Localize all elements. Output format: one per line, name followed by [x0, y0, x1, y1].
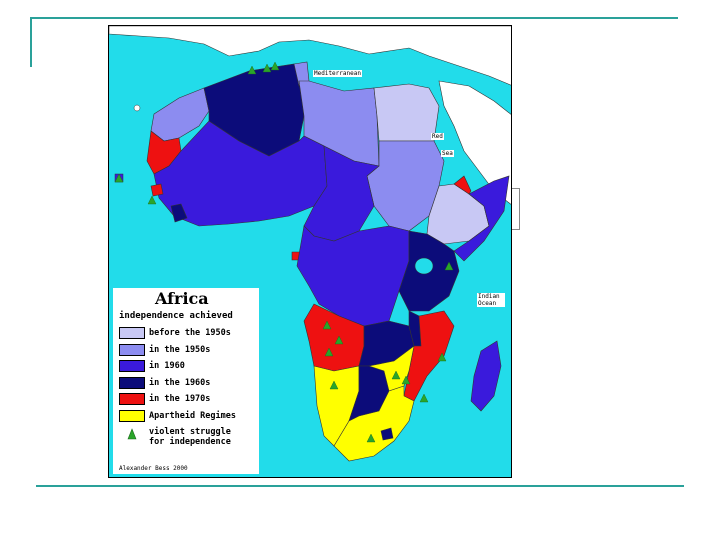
- legend-label: in 1960: [149, 361, 185, 372]
- slide-frame-top: [30, 17, 678, 19]
- legend-subtitle: independence achieved: [119, 311, 233, 321]
- struggle-marker-angola-2: [334, 335, 344, 345]
- struggle-marker-angola-3: [324, 347, 334, 357]
- legend-swatch: [119, 376, 145, 389]
- canary-islands: [133, 104, 141, 112]
- legend-label: before the 1950s: [149, 328, 231, 339]
- south-africa: [333, 385, 415, 462]
- struggle-marker-south-africa: [366, 433, 376, 443]
- europe-land: [109, 26, 511, 86]
- label-red-sea-1: Red: [431, 133, 444, 140]
- legend-item-1960s: in the 1960s: [119, 376, 253, 391]
- legend-item-1960: in 1960: [119, 359, 253, 374]
- legend-swatch: [119, 343, 145, 356]
- lesotho: [380, 427, 394, 441]
- legend-item-1950s: in the 1950s: [119, 343, 253, 358]
- struggle-marker-rhodesia-2: [401, 375, 411, 385]
- map-canvas: [109, 26, 511, 477]
- africa-independence-map: Mediterranean Red Sea Indian Ocean Afric…: [108, 25, 512, 478]
- egypt: [373, 83, 440, 142]
- struggle-marker-kenya: [444, 261, 454, 271]
- legend-item-apartheid: Apartheid Regimes: [119, 409, 253, 424]
- legend-label: in the 1970s: [149, 394, 211, 405]
- slide-frame-left: [30, 17, 32, 67]
- legend-label: in the 1950s: [149, 344, 211, 355]
- legend-item-1970s: in the 1970s: [119, 392, 253, 407]
- guinea-bissau: [150, 183, 164, 197]
- legend-credit: Alexander Bess 2000: [119, 465, 188, 472]
- eritrea: [453, 175, 472, 195]
- legend-label: Apartheid Regimes: [149, 410, 236, 421]
- struggle-icon: [119, 427, 145, 440]
- map-legend: Africa independence achieved before the …: [113, 288, 259, 474]
- label-mediterranean: Mediterranean: [313, 70, 362, 77]
- legend-title: Africa: [155, 289, 209, 308]
- struggle-marker-angola-1: [322, 320, 332, 330]
- legend-swatch: [119, 327, 145, 340]
- struggle-marker-algeria-1: [247, 65, 257, 75]
- legend-label: in the 1960s: [149, 377, 211, 388]
- label-indian-ocean: Indian Ocean: [477, 293, 505, 307]
- somalia: [453, 175, 510, 262]
- lake-victoria: [414, 257, 434, 275]
- legend-item-before-1950s: before the 1950s: [119, 326, 253, 341]
- legend-swatch: [119, 360, 145, 373]
- struggle-markers: [114, 61, 454, 443]
- madagascar: [470, 340, 502, 412]
- slide-frame-bottom: [36, 485, 684, 487]
- struggle-marker-mozambique-1: [437, 352, 447, 362]
- struggle-marker-cape-verde: [114, 173, 124, 183]
- struggle-marker-algeria-2: [262, 63, 272, 73]
- struggle-marker-rhodesia-1: [391, 370, 401, 380]
- sierra-leone: [170, 203, 188, 223]
- legend-swatch: [119, 393, 145, 406]
- legend-swatch: [119, 409, 145, 422]
- label-red-sea-2: Sea: [441, 150, 454, 157]
- legend-item-struggle: violent struggle for independence: [119, 427, 253, 447]
- struggle-marker-algeria-3: [270, 61, 280, 71]
- struggle-marker-guinea-bissau: [147, 195, 157, 205]
- struggle-marker-mozambique-2: [419, 393, 429, 403]
- legend-label: violent struggle for independence: [149, 427, 231, 447]
- struggle-marker-namibia: [329, 380, 339, 390]
